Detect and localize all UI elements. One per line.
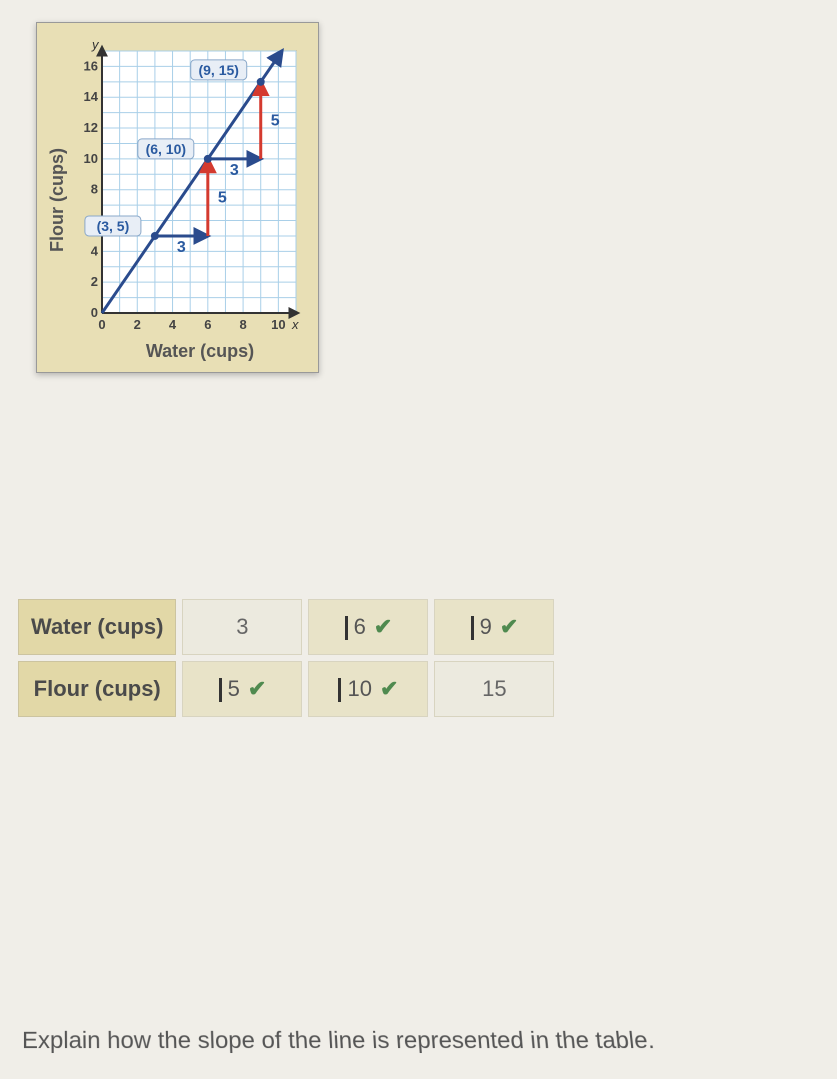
- svg-text:x: x: [291, 317, 299, 332]
- svg-text:2: 2: [91, 274, 98, 289]
- check-icon: ✔: [248, 676, 266, 701]
- check-icon: ✔: [500, 614, 518, 639]
- svg-text:2: 2: [134, 317, 141, 332]
- svg-text:14: 14: [84, 89, 99, 104]
- check-icon: ✔: [374, 614, 392, 639]
- svg-text:(9, 15): (9, 15): [198, 62, 238, 78]
- cell-value: 5: [228, 676, 240, 701]
- svg-text:3: 3: [177, 239, 186, 256]
- svg-text:12: 12: [84, 120, 98, 135]
- answer-cell[interactable]: 9✔: [434, 599, 554, 655]
- svg-text:(6, 10): (6, 10): [146, 141, 186, 157]
- row-label: Water (cups): [18, 599, 176, 655]
- cell-value: 6: [354, 614, 366, 639]
- chart-card: Flour (cups) yx024681024681012141603535(…: [36, 22, 319, 373]
- cell-value: 10: [347, 676, 371, 701]
- line-chart: yx024681024681012141603535(3, 5)(6, 10)(…: [72, 37, 302, 337]
- y-axis-label: Flour (cups): [47, 148, 68, 252]
- cell-value: 9: [480, 614, 492, 639]
- answer-cell[interactable]: 6✔: [308, 599, 428, 655]
- svg-text:10: 10: [271, 317, 285, 332]
- answer-cell: 15: [434, 661, 554, 717]
- question-text: Explain how the slope of the line is rep…: [22, 1027, 817, 1055]
- svg-text:10: 10: [84, 151, 98, 166]
- cell-value: 3: [236, 614, 248, 639]
- svg-text:8: 8: [91, 182, 98, 197]
- svg-text:4: 4: [91, 243, 99, 258]
- svg-text:4: 4: [169, 317, 177, 332]
- cell-value: 15: [482, 676, 506, 701]
- answer-cell[interactable]: 10 ✔: [308, 661, 428, 717]
- svg-text:5: 5: [271, 112, 280, 129]
- answer-table: Water (cups)36✔9✔Flour (cups)5✔10✔15: [12, 593, 560, 723]
- check-icon: ✔: [380, 676, 398, 701]
- svg-text:6: 6: [204, 317, 211, 332]
- svg-text:0: 0: [91, 305, 98, 320]
- svg-text:16: 16: [84, 58, 98, 73]
- row-label: Flour (cups): [18, 661, 176, 717]
- svg-text:3: 3: [230, 162, 239, 179]
- svg-text:0: 0: [98, 317, 105, 332]
- svg-text:(3, 5): (3, 5): [97, 218, 130, 234]
- answer-cell: 3: [182, 599, 302, 655]
- answer-cell[interactable]: 5✔: [182, 661, 302, 717]
- x-axis-label: Water (cups): [72, 341, 302, 362]
- svg-text:5: 5: [218, 189, 227, 206]
- svg-text:y: y: [91, 37, 100, 52]
- svg-text:8: 8: [239, 317, 246, 332]
